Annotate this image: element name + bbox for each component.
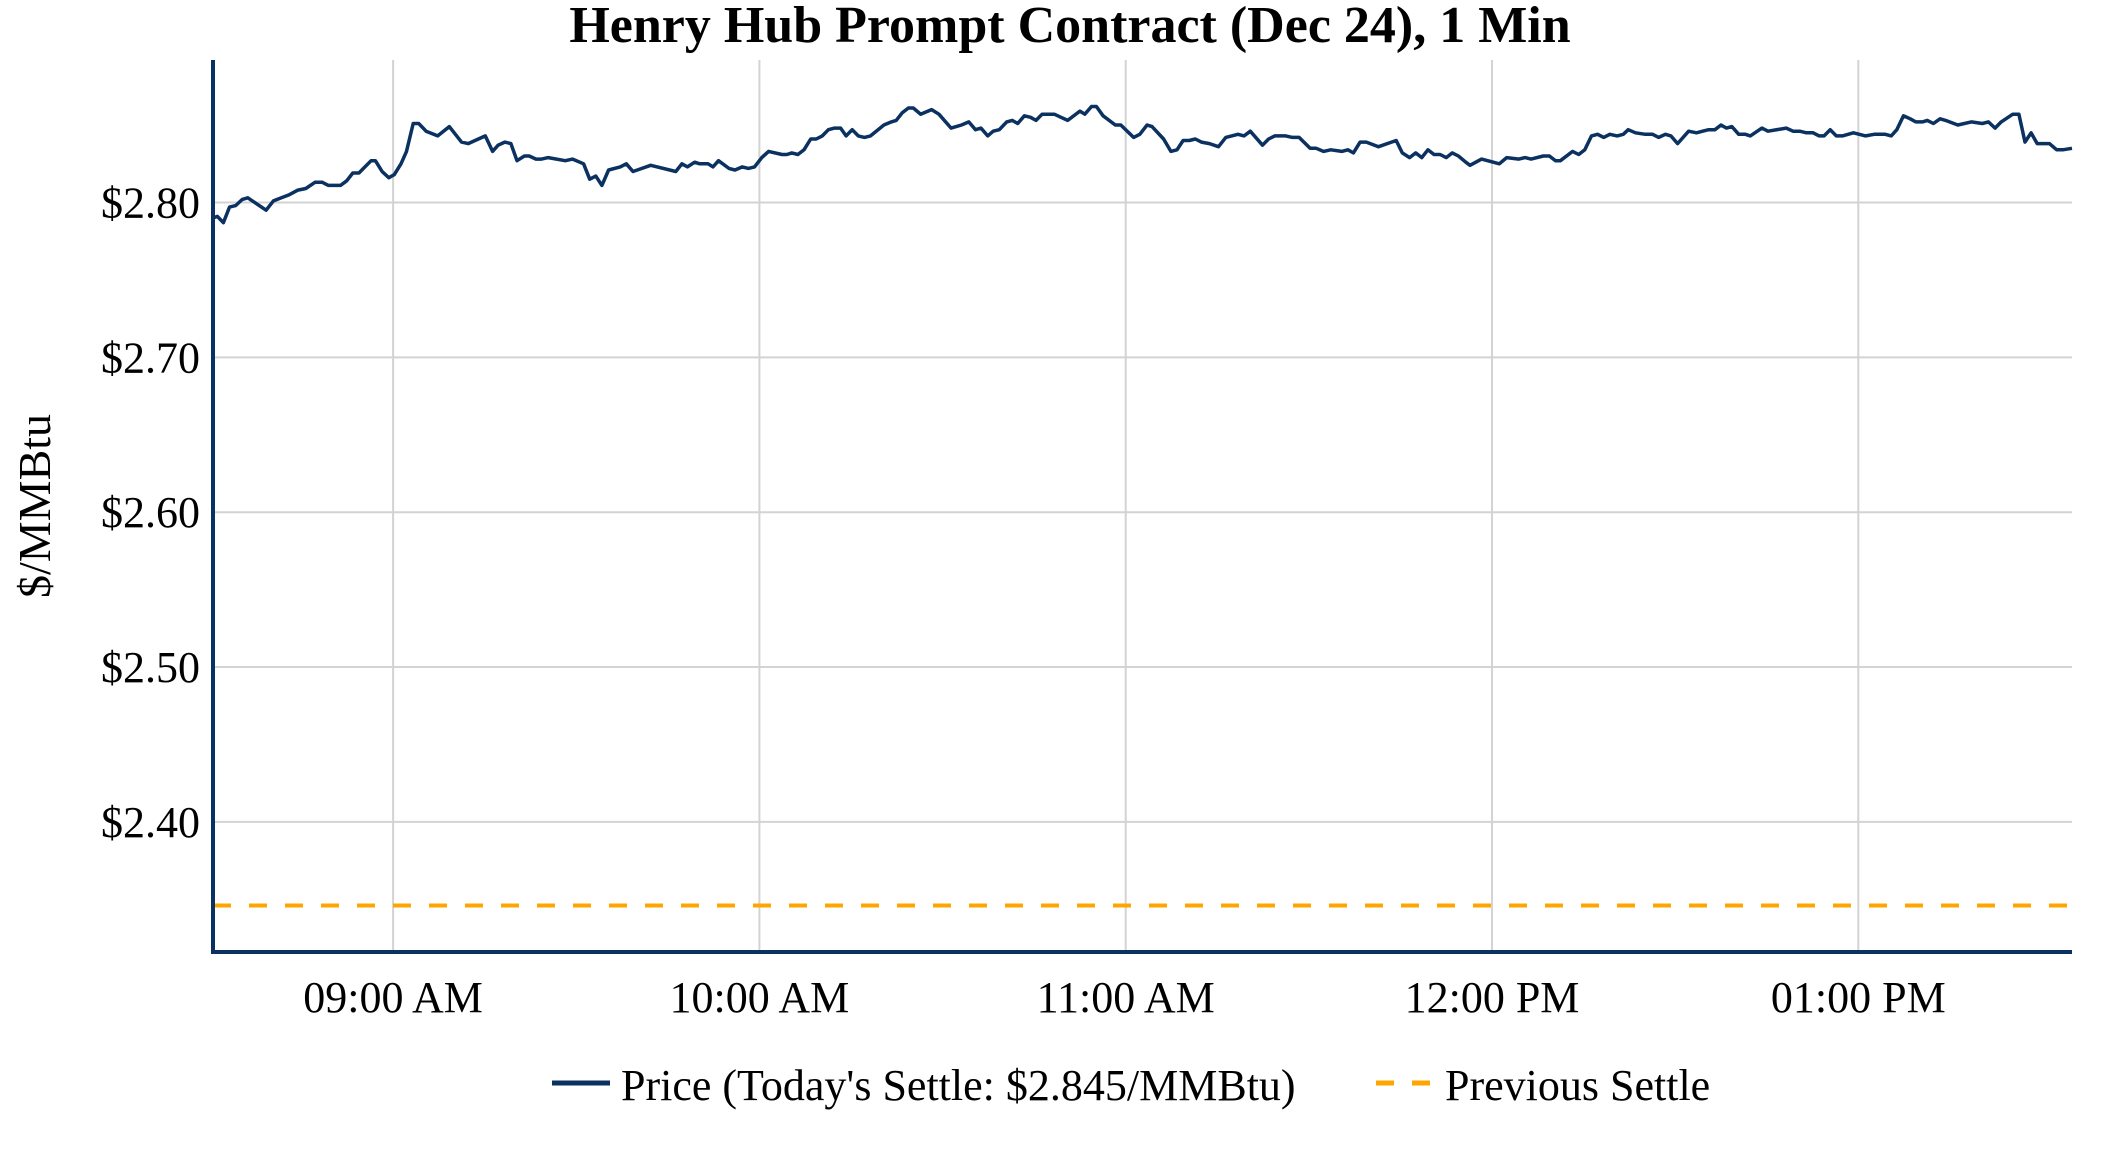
legend-previous-settle-label: Previous Settle (1445, 1061, 1710, 1110)
y-tick-label: $2.80 (101, 178, 200, 227)
price-line (212, 104, 2073, 225)
x-tick-label: 11:00 AM (1037, 973, 1215, 1022)
y-tick-label: $2.50 (101, 643, 200, 692)
y-tick-label: $2.40 (101, 798, 200, 847)
legend: Price (Today's Settle: $2.845/MMBtu) Pre… (552, 1061, 1710, 1110)
x-tick-label: 01:00 PM (1771, 973, 1946, 1022)
price-series (212, 104, 2073, 225)
y-tick-label: $2.60 (101, 488, 200, 537)
x-tick-labels: 09:00 AM 10:00 AM 11:00 AM 12:00 PM 01:00 PM (303, 973, 1945, 1022)
x-tick-label: 12:00 PM (1405, 973, 1580, 1022)
gridlines (213, 60, 2072, 952)
axes (211, 60, 2072, 954)
y-tick-label: $2.70 (101, 333, 200, 382)
legend-price-label: Price (Today's Settle: $2.845/MMBtu) (621, 1061, 1296, 1110)
chart-title: Henry Hub Prompt Contract (Dec 24), 1 Mi… (569, 0, 1570, 54)
y-tick-labels: $2.40 $2.50 $2.60 $2.70 $2.80 (101, 178, 200, 846)
x-tick-label: 09:00 AM (303, 973, 483, 1022)
y-axis-label: $/MMBtu (9, 414, 60, 598)
x-tick-label: 10:00 AM (670, 973, 850, 1022)
